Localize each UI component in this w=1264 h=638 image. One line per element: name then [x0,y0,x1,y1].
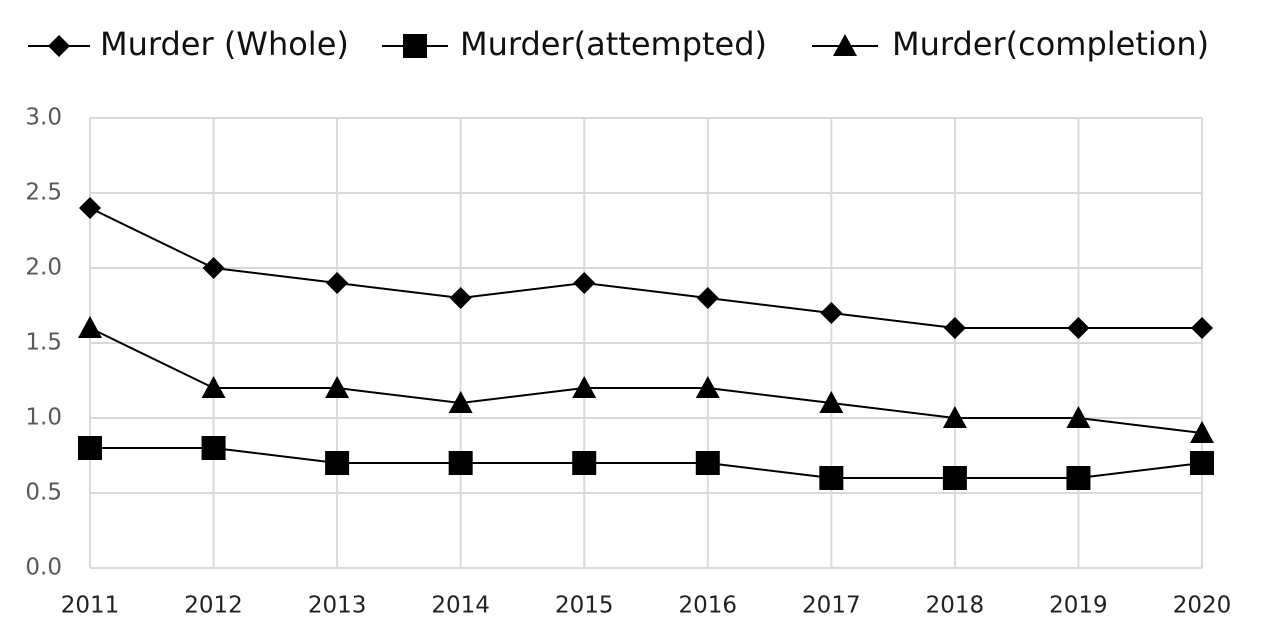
marker-diamond [820,302,843,324]
marker-diamond [202,257,225,279]
y-tick-label: 2.0 [25,255,62,281]
marker-square [1066,466,1091,490]
marker-square [78,436,102,460]
marker-diamond [573,272,596,294]
marker-diamond [326,272,349,294]
legend-label: Murder(completion) [892,25,1209,63]
marker-square [942,466,967,490]
marker-square [695,451,720,475]
marker-square [819,466,844,490]
x-tick-label: 2011 [61,593,120,619]
x-tick-label: 2019 [1049,593,1108,619]
marker-triangle [1190,421,1214,443]
marker-triangle [695,376,720,398]
marker-square [403,34,427,58]
legend-label: Murder (Whole) [100,25,349,63]
marker-square [1190,451,1214,475]
marker-diamond [1067,317,1090,339]
marker-triangle [78,316,102,338]
x-tick-label: 2016 [679,593,738,619]
x-tick-label: 2018 [926,593,985,619]
marker-triangle [325,376,350,398]
marker-square [448,451,473,475]
x-tick-label: 2017 [802,593,861,619]
marker-square [201,436,226,460]
y-tick-label: 2.5 [25,180,62,206]
series-line [90,447,1203,479]
marker-square [572,451,597,475]
series-line [89,327,1203,434]
marker-triangle [572,376,597,398]
legend-label: Murder(attempted) [460,25,767,63]
marker-triangle [201,376,226,398]
marker-diamond [449,287,472,309]
y-tick-label: 1.0 [25,405,62,431]
marker-square [325,451,350,475]
marker-diamond [696,287,719,309]
x-tick-label: 2015 [555,593,614,619]
marker-triangle [833,34,857,56]
marker-diamond [48,35,70,57]
y-tick-label: 0.5 [25,480,62,506]
x-tick-label: 2014 [431,593,490,619]
marker-diamond [79,197,101,219]
marker-triangle [819,391,844,413]
y-tick-label: 3.0 [25,105,62,131]
y-tick-label: 1.5 [25,330,62,356]
y-tick-label: 0.0 [25,555,62,581]
x-tick-label: 2012 [184,593,243,619]
x-tick-label: 2013 [308,593,367,619]
series-line [89,207,1202,329]
marker-triangle [942,406,967,428]
marker-diamond [943,317,966,339]
marker-triangle [448,391,473,413]
marker-diamond [1191,317,1213,339]
x-tick-label: 2020 [1173,593,1232,619]
marker-triangle [1066,406,1091,428]
